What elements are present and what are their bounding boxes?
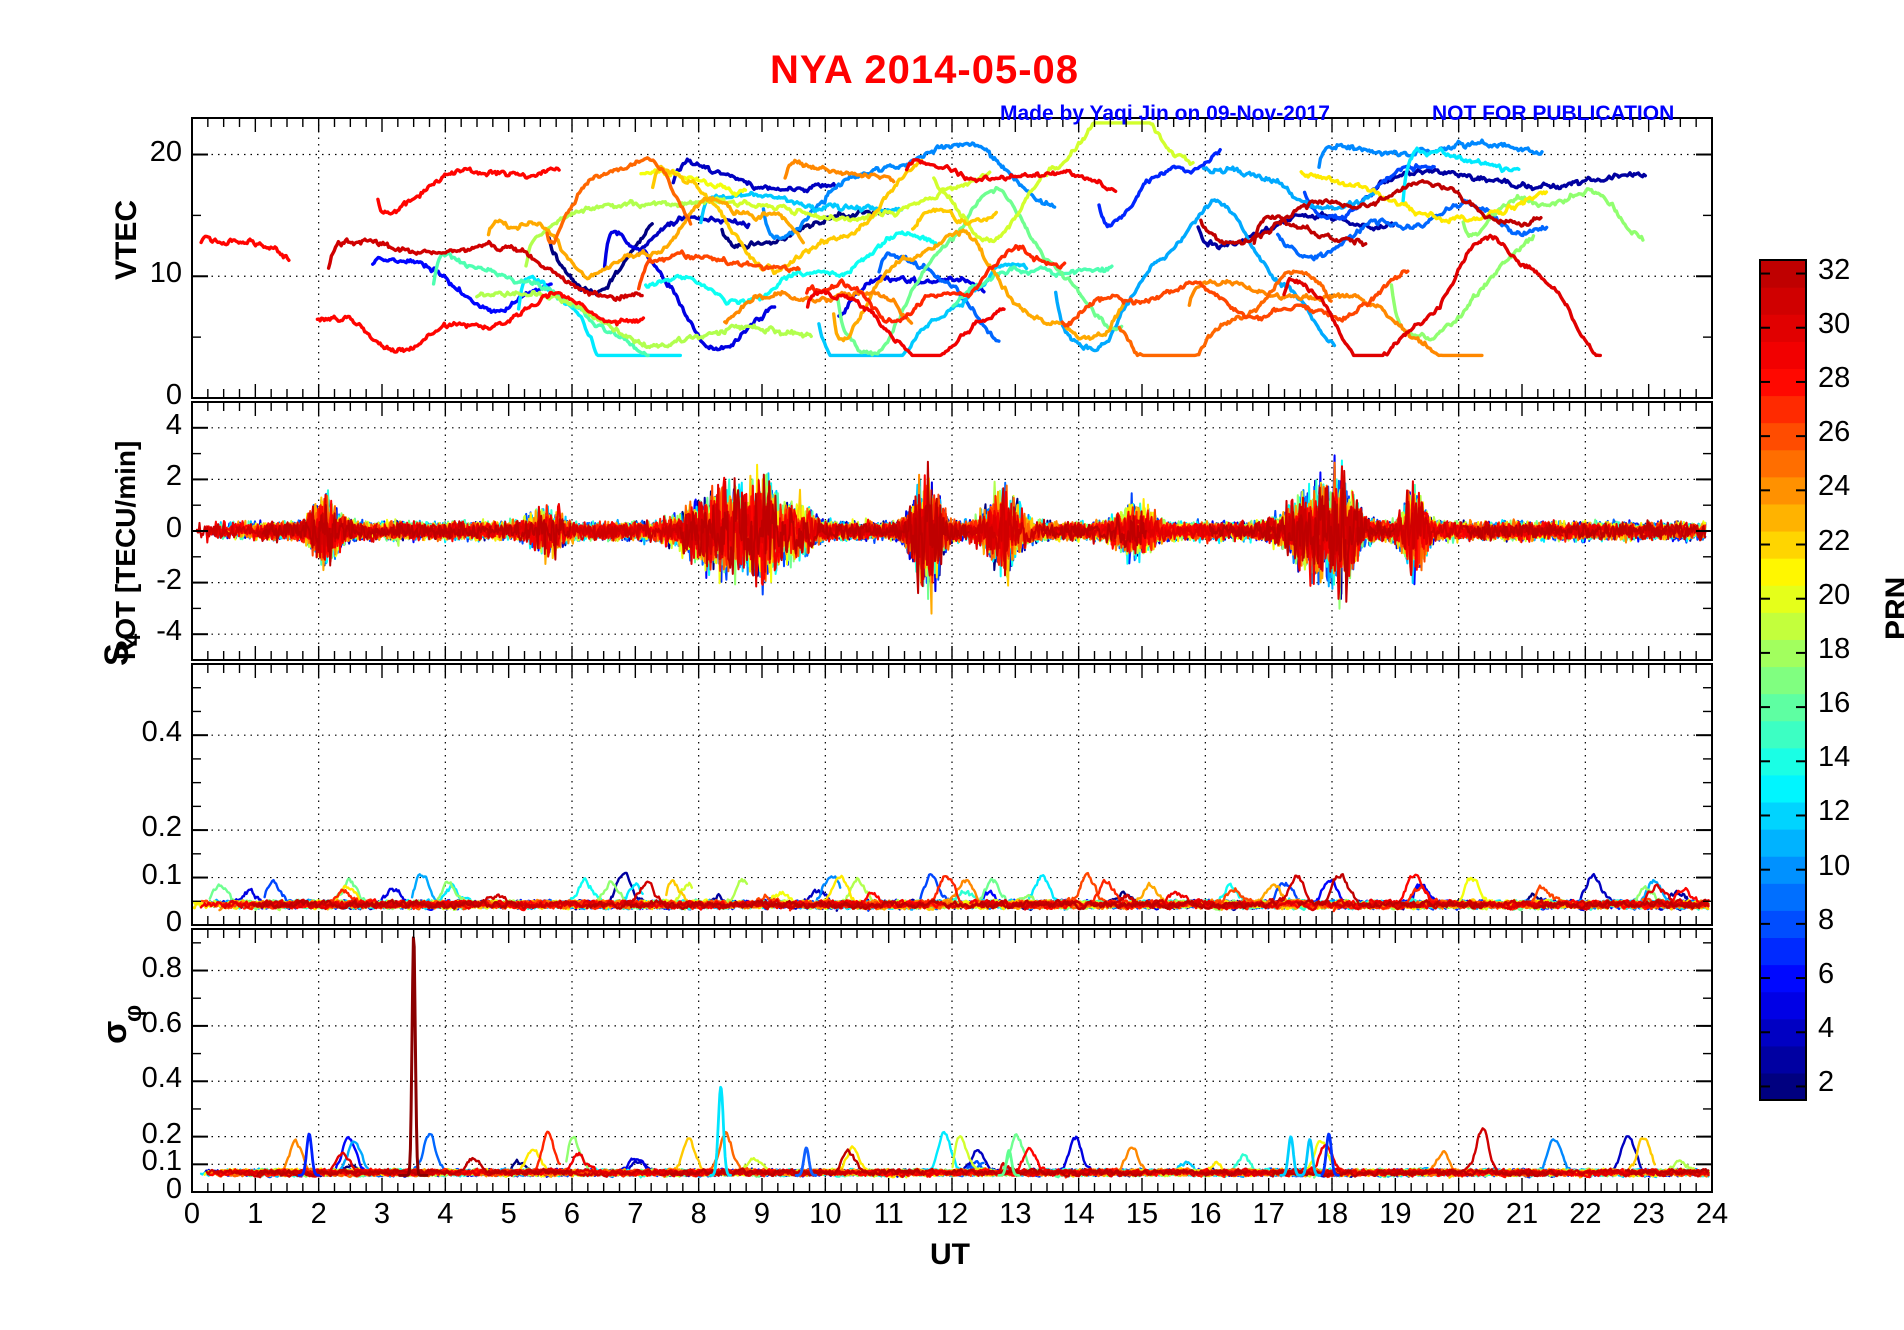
colorbar-tick-32: 32 — [1818, 253, 1851, 286]
ytick-vtec-1: 10 — [149, 257, 182, 290]
xtick-14: 14 — [1062, 1198, 1095, 1230]
colorbar-label: PRN — [1880, 576, 1904, 640]
xtick-2: 2 — [310, 1198, 327, 1230]
xtick-15: 15 — [1125, 1198, 1159, 1230]
ytick-s4-2: 0.2 — [141, 811, 182, 844]
xtick-1: 1 — [247, 1198, 264, 1230]
xtick-12: 12 — [935, 1198, 969, 1230]
ytick-vtec-2: 20 — [149, 135, 182, 168]
colorbar-tick-6: 6 — [1818, 958, 1835, 991]
ytick-sigma_phi-1: 0.1 — [141, 1145, 182, 1178]
xtick-24: 24 — [1695, 1198, 1729, 1230]
colorbar-tick-22: 22 — [1818, 524, 1851, 557]
colorbar-tick-10: 10 — [1818, 849, 1851, 882]
colorbar-tick-16: 16 — [1818, 687, 1851, 720]
xtick-17: 17 — [1252, 1198, 1285, 1230]
xtick-9: 9 — [753, 1198, 771, 1230]
xtick-16: 16 — [1189, 1198, 1222, 1230]
xtick-4: 4 — [437, 1198, 454, 1230]
colorbar-tick-18: 18 — [1818, 632, 1851, 665]
xtick-0: 0 — [183, 1198, 201, 1230]
xtick-19: 19 — [1379, 1198, 1412, 1230]
xtick-6: 6 — [563, 1198, 581, 1230]
colorbar-tick-28: 28 — [1818, 361, 1851, 394]
ytick-s4-0: 0 — [165, 906, 182, 938]
xtick-8: 8 — [690, 1198, 707, 1230]
xtick-3: 3 — [373, 1198, 391, 1230]
colorbar-tick-30: 30 — [1818, 307, 1851, 340]
colorbar-tick-2: 2 — [1818, 1066, 1835, 1099]
ytick-sigma_phi-3: 0.4 — [141, 1062, 182, 1095]
xtick-21: 21 — [1505, 1198, 1539, 1230]
ytick-s4-3: 0.4 — [141, 716, 182, 749]
x-axis-label: UT — [930, 1238, 970, 1271]
ytick-rot-3: 2 — [165, 460, 182, 493]
ytick-sigma_phi-5: 0.8 — [141, 951, 182, 984]
disclaimer-annotation: NOT FOR PUBLICATION — [1432, 102, 1675, 125]
colorbar-tick-8: 8 — [1818, 903, 1835, 936]
xtick-5: 5 — [500, 1198, 517, 1230]
colorbar-tick-12: 12 — [1818, 795, 1851, 828]
ytick-sigma_phi-0: 0 — [165, 1173, 182, 1205]
xtick-18: 18 — [1315, 1198, 1349, 1230]
page-title: NYA 2014-05-08 — [770, 48, 1080, 92]
xtick-23: 23 — [1632, 1198, 1665, 1230]
xtick-10: 10 — [809, 1198, 842, 1230]
ytick-sigma_phi-2: 0.2 — [141, 1117, 182, 1150]
ytick-vtec-0: 0 — [165, 379, 182, 411]
colorbar-tick-14: 14 — [1818, 741, 1851, 774]
ytick-rot-0: -4 — [156, 615, 182, 648]
ytick-rot-2: 0 — [165, 512, 182, 544]
credit-annotation: Made by Yaqi Jin on 09-Nov-2017 — [1000, 102, 1330, 125]
ytick-sigma_phi-4: 0.6 — [141, 1006, 182, 1039]
xtick-20: 20 — [1442, 1198, 1475, 1230]
xtick-7: 7 — [627, 1198, 644, 1230]
xtick-11: 11 — [873, 1198, 904, 1230]
ytick-rot-4: 4 — [165, 408, 182, 441]
colorbar-tick-4: 4 — [1818, 1012, 1835, 1045]
xtick-13: 13 — [999, 1198, 1032, 1230]
colorbar-tick-26: 26 — [1818, 416, 1851, 449]
colorbar-tick-24: 24 — [1818, 470, 1851, 503]
ytick-s4-1: 0.1 — [141, 858, 182, 891]
ytick-rot-1: -2 — [156, 563, 182, 596]
xtick-22: 22 — [1569, 1198, 1602, 1230]
colorbar-tick-20: 20 — [1818, 578, 1851, 611]
